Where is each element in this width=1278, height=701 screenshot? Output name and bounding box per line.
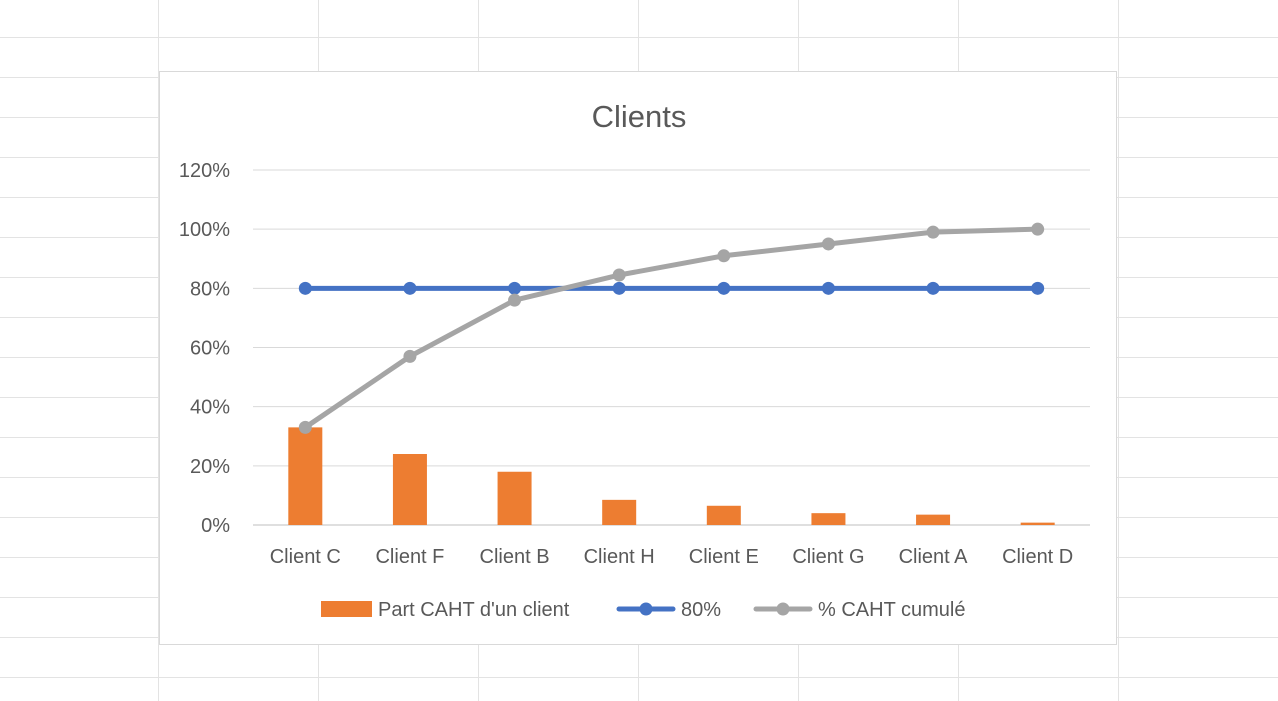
- data-point-80[interactable]: [717, 281, 731, 295]
- data-point-80[interactable]: [403, 281, 417, 295]
- x-tick-label: Client E: [689, 546, 759, 568]
- bar-client-a[interactable]: [916, 514, 951, 525]
- legend-swatch-bar: [321, 601, 372, 617]
- data-point-80[interactable]: [298, 281, 312, 295]
- bar-client-d[interactable]: [1020, 522, 1055, 525]
- bar-client-h[interactable]: [602, 499, 637, 525]
- data-point-caht-cumul[interactable]: [821, 237, 835, 251]
- data-point-80[interactable]: [612, 281, 626, 295]
- legend-label[interactable]: % CAHT cumulé: [818, 599, 965, 621]
- data-point-caht-cumul[interactable]: [298, 420, 312, 434]
- y-tick-label: 80%: [190, 278, 230, 300]
- x-tick-label: Client H: [584, 546, 655, 568]
- gridlines: [253, 169, 1090, 526]
- data-point-caht-cumul[interactable]: [508, 293, 522, 307]
- legend[interactable]: Part CAHT d'un client 80% % CAHT cumulé: [321, 599, 965, 621]
- legend-swatch-marker: [639, 602, 653, 616]
- x-tick-label: Client D: [1002, 546, 1073, 568]
- y-tick-label: 20%: [190, 456, 230, 478]
- y-axis-labels: 0% 20% 40% 60% 80% 100% 120%: [179, 160, 230, 537]
- data-point-caht-cumul[interactable]: [612, 268, 626, 282]
- line-series[interactable]: [298, 222, 1045, 434]
- x-tick-label: Client A: [899, 546, 969, 568]
- data-point-80[interactable]: [1031, 281, 1045, 295]
- x-tick-label: Client C: [270, 546, 341, 568]
- bar-client-g[interactable]: [811, 513, 846, 525]
- y-tick-label: 0%: [201, 515, 230, 537]
- y-tick-label: 120%: [179, 160, 230, 182]
- x-tick-label: Client G: [792, 546, 864, 568]
- data-point-caht-cumul[interactable]: [717, 249, 731, 263]
- y-tick-label: 100%: [179, 219, 230, 241]
- bar-series[interactable]: [288, 427, 1055, 525]
- y-tick-label: 40%: [190, 397, 230, 419]
- bar-client-b[interactable]: [497, 471, 532, 525]
- bar-client-c[interactable]: [288, 427, 323, 525]
- bar-client-e[interactable]: [706, 505, 741, 525]
- y-tick-label: 60%: [190, 338, 230, 360]
- data-point-caht-cumul[interactable]: [1031, 222, 1045, 236]
- legend-label[interactable]: 80%: [681, 599, 721, 621]
- chart-title[interactable]: Clients: [592, 99, 687, 134]
- data-point-80[interactable]: [926, 281, 940, 295]
- data-point-caht-cumul[interactable]: [403, 349, 417, 363]
- series-line-caht-cumul[interactable]: [302, 226, 1041, 430]
- x-tick-label: Client F: [375, 546, 444, 568]
- data-point-caht-cumul[interactable]: [926, 225, 940, 239]
- legend-swatch-marker: [776, 602, 790, 616]
- legend-label[interactable]: Part CAHT d'un client: [378, 599, 570, 621]
- data-point-80[interactable]: [508, 281, 522, 295]
- x-axis-labels: Client C Client F Client B Client H Client E…: [270, 546, 1074, 568]
- bar-client-f[interactable]: [392, 454, 427, 525]
- x-tick-label: Client B: [480, 546, 550, 568]
- data-point-80[interactable]: [821, 281, 835, 295]
